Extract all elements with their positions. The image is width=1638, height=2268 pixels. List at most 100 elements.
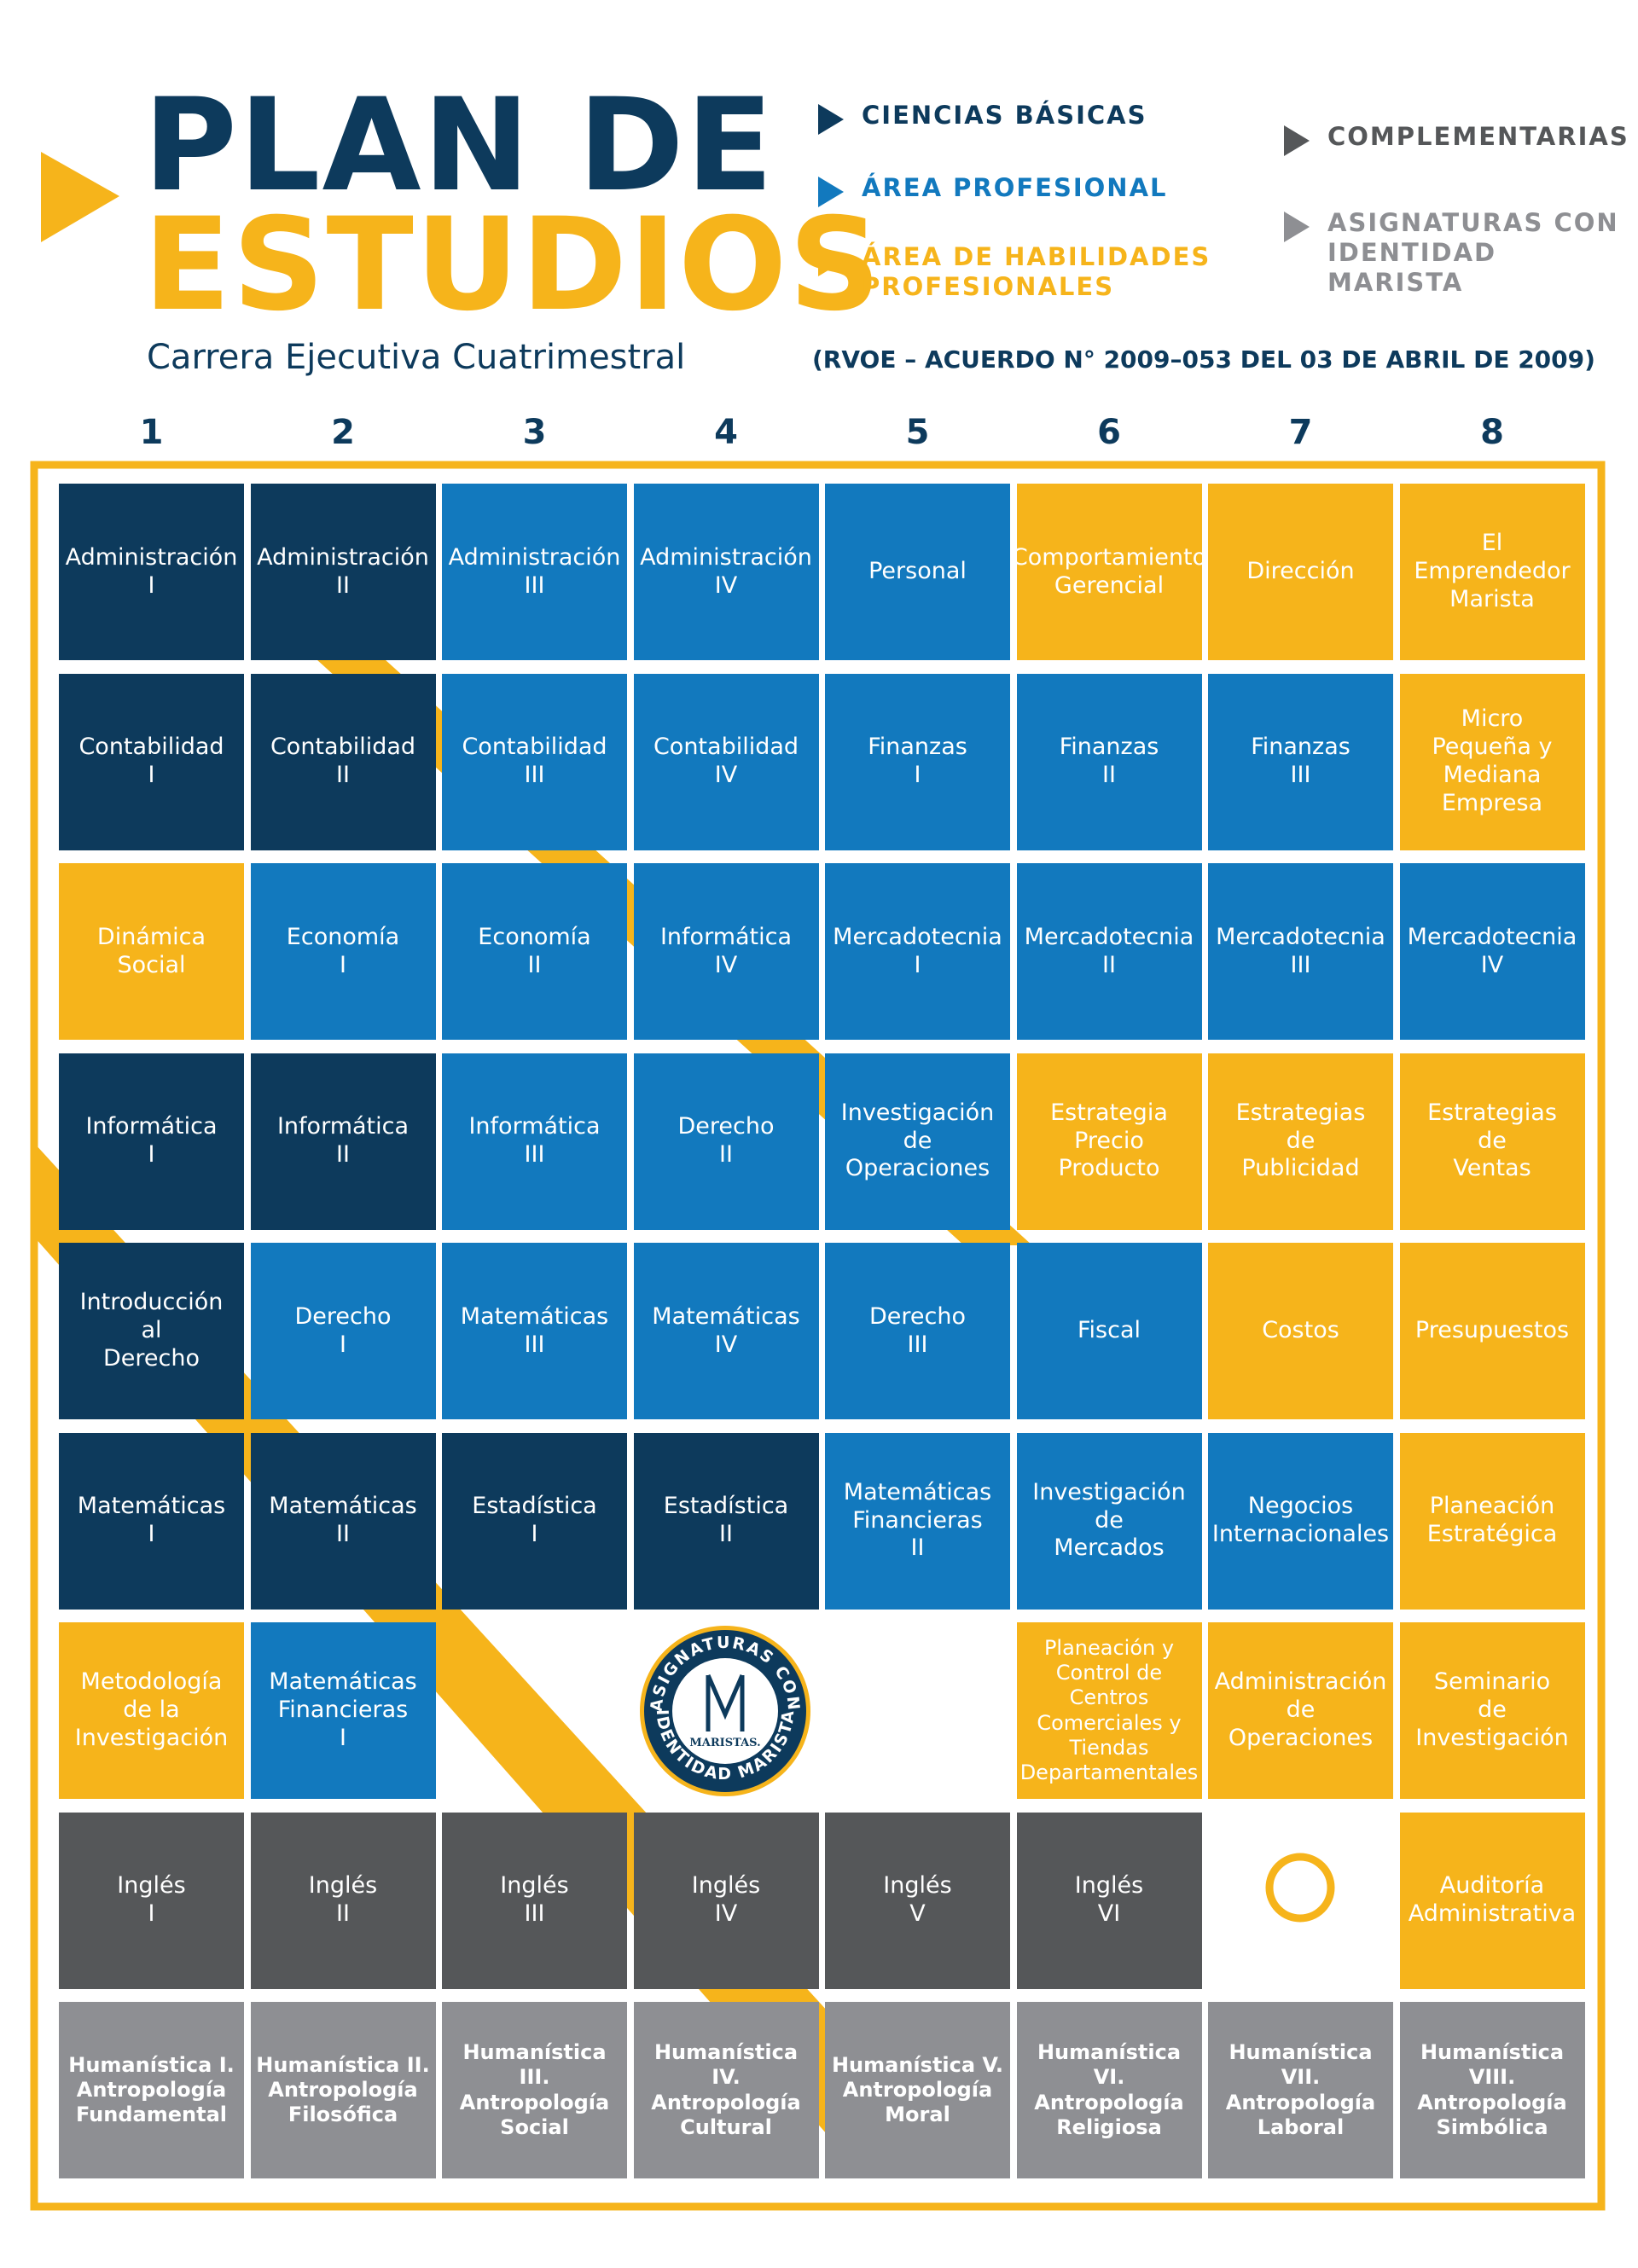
title: PLAN DE <box>143 72 775 220</box>
column-number: 3 <box>522 413 547 452</box>
subject-cell: Contabilidad II <box>250 673 436 850</box>
column-number: 1 <box>139 413 164 452</box>
subject-cell: Investigación de Mercados <box>1016 1432 1202 1610</box>
subject-cell: Humanística VII. Antropología Laboral <box>1208 2002 1393 2178</box>
subject-cell: Metodología de la Investigación <box>59 1622 244 1799</box>
subject-cell: Micro Pequeña y Mediana Empresa <box>1399 673 1585 850</box>
column-number: 4 <box>714 413 738 452</box>
subject-cell: Contabilidad I <box>59 673 244 850</box>
subject-cell: Administración IV <box>633 484 819 660</box>
subject-cell: Administración III <box>442 484 627 660</box>
subject-cell: Inglés VI <box>1016 1812 1202 1989</box>
subject-cell: Personal <box>825 484 1010 660</box>
subject-cell: Contabilidad III <box>442 673 627 850</box>
subject-cell: Humanística II. Antropología Filosófica <box>250 2002 436 2178</box>
subject-cell: Estadística II <box>633 1432 819 1610</box>
column-number: 6 <box>1097 413 1121 452</box>
legend-marker <box>1284 125 1310 156</box>
subject-cell: Informática III <box>442 1053 627 1230</box>
subject-cell: Economía II <box>442 863 627 1040</box>
subject-cell: Seminario de Investigación <box>1399 1622 1585 1799</box>
subject-cell: Matemáticas I <box>59 1432 244 1610</box>
legend-marker <box>1284 212 1310 242</box>
subject-cell: Administración I <box>59 484 244 660</box>
subject-cell: Humanística I. Antropología Fundamental <box>59 2002 244 2178</box>
subject-cell: Inglés III <box>442 1812 627 1989</box>
subject-cell: Matemáticas IV <box>633 1243 819 1419</box>
rvoe: (RVOE – ACUERDO N° 2009–053 DEL 03 DE AB… <box>812 345 1595 374</box>
subject-cell: Humanística VI. Antropología Religiosa <box>1016 2002 1202 2178</box>
subject-cell: Contabilidad IV <box>633 673 819 850</box>
logo: ASIGNATURAS CON IDENTIDAD MARISTA MARIST… <box>640 1626 810 1796</box>
subject-cell: Finanzas I <box>825 673 1010 850</box>
subject-cell: Costos <box>1208 1243 1393 1419</box>
subject-cell: Mercadotecnia IV <box>1399 863 1585 1040</box>
legend-label: ÁREA PROFESIONAL <box>862 173 1168 202</box>
legend-marker <box>818 177 844 207</box>
subject-cell: Matemáticas Financieras I <box>250 1622 436 1799</box>
subject-cell: El Emprendedor Marista <box>1399 484 1585 660</box>
subject-cell: Estrategias de Ventas <box>1399 1053 1585 1230</box>
subject-cell: Humanística IV. Antropología Cultural <box>633 2002 819 2178</box>
logo-monogram <box>706 1674 745 1731</box>
subject-cell: Inglés I <box>59 1812 244 1989</box>
subject-cell: Mercadotecnia III <box>1208 863 1393 1040</box>
subject-cell: Finanzas II <box>1016 673 1202 850</box>
title-triangle <box>41 152 119 242</box>
legend-marker <box>818 104 844 135</box>
subject-cell: Comportamiento Gerencial <box>1012 484 1206 660</box>
subject-cell: Matemáticas Financieras II <box>825 1432 1010 1610</box>
legend-label: CIENCIAS BÁSICAS <box>862 101 1147 130</box>
subject-cell: Dirección <box>1208 484 1393 660</box>
legend-triangle <box>818 104 844 135</box>
grid-border <box>30 461 1606 2211</box>
subject-cell: Inglés V <box>825 1812 1010 1989</box>
subject-cell: Matemáticas II <box>250 1432 436 1610</box>
logo-caption: MARISTAS. <box>689 1737 760 1749</box>
subject-cell: Planeación Estratégica <box>1399 1432 1585 1610</box>
subject-cell: Dinámica Social <box>59 863 244 1040</box>
subject-cell: Planeación y Control de Centros Comercia… <box>1016 1622 1202 1799</box>
subject-cell: Matemáticas III <box>442 1243 627 1419</box>
subject-cell: Estrategia Precio Producto <box>1016 1053 1202 1230</box>
subject-cell: Estadística I <box>442 1432 627 1610</box>
subject-cell: Administración de Operaciones <box>1208 1622 1393 1799</box>
subject-cell: Auditoría Administrativa <box>1399 1812 1585 1989</box>
subject-cell: Introducción al Derecho <box>59 1243 244 1419</box>
subject-cell: Derecho I <box>250 1243 436 1419</box>
subject-cell: Derecho II <box>633 1053 819 1230</box>
subject-cell: Finanzas III <box>1208 673 1393 850</box>
title: ESTUDIOS <box>143 191 883 339</box>
legend-label: COMPLEMENTARIAS <box>1327 122 1629 151</box>
subject-cell: Informática I <box>59 1053 244 1230</box>
subject-cell: Humanística III. Antropología Social <box>442 2002 627 2178</box>
subject-cell: Economía I <box>250 863 436 1040</box>
subject-cell: Mercadotecnia I <box>825 863 1010 1040</box>
column-number: 7 <box>1288 413 1313 452</box>
subject-cell: Presupuestos <box>1399 1243 1585 1419</box>
subject-cell: Fiscal <box>1016 1243 1202 1419</box>
subtitle: Carrera Ejecutiva Cuatrimestral <box>147 338 686 377</box>
subject-cell: Administración II <box>250 484 436 660</box>
subject-cell: Informática IV <box>633 863 819 1040</box>
legend-label: ÁREA DE HABILIDADES PROFESIONALES <box>862 242 1211 301</box>
column-number: 2 <box>331 413 355 452</box>
subject-cell: Humanística VIII. Antropología Simbólica <box>1399 2002 1585 2178</box>
circle-mark <box>1265 1853 1335 1923</box>
legend-marker <box>818 246 844 276</box>
column-number: 8 <box>1480 413 1504 452</box>
subject-cell: Investigación de Operaciones <box>825 1053 1010 1230</box>
subject-cell: Mercadotecnia II <box>1016 863 1202 1040</box>
legend-triangle <box>1284 212 1310 242</box>
column-number: 5 <box>905 413 930 452</box>
subject-cell: Inglés IV <box>633 1812 819 1989</box>
legend-triangle <box>1284 125 1310 156</box>
subject-cell: Inglés II <box>250 1812 436 1989</box>
legend-triangle <box>818 177 844 207</box>
subject-cell: Estrategias de Publicidad <box>1208 1053 1393 1230</box>
subject-cell: Negocios Internacionales <box>1208 1432 1393 1610</box>
subject-cell: Derecho III <box>825 1243 1010 1419</box>
subject-cell: Informática II <box>250 1053 436 1230</box>
legend-triangle <box>818 246 844 276</box>
